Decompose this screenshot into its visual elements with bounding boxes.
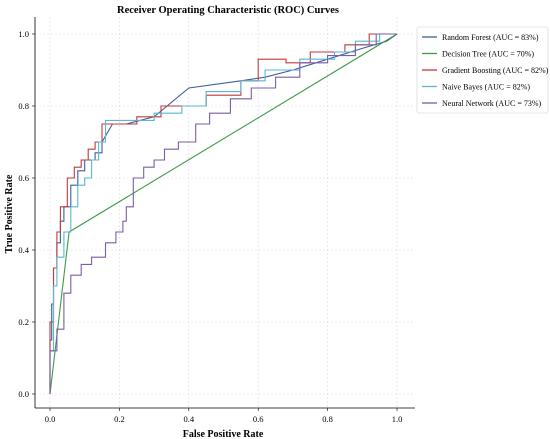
grid [35,17,415,408]
x-tick-label: 0.0 [45,414,56,424]
x-tick-label: 0.2 [114,414,125,424]
series-line-naive-bayes [49,33,397,394]
legend-label-gradient-boosting: Gradient Boosting (AUC = 82%) [442,66,549,75]
axis-ticks: 0.0 0.2 0.4 0.6 0.8 1.0 0.0 0.2 0.4 0.6 0.8 1.0 [18,29,402,424]
y-axis-label: True Positive Rate [4,174,15,253]
y-tick-label: 1.0 [18,29,29,39]
series-layer [49,33,398,395]
legend-label-decision-tree: Decision Tree (AUC = 70%) [442,50,534,59]
x-tick-label: 0.6 [253,414,264,424]
series-line-random-forest [49,33,398,394]
y-tick-label: 0.8 [18,101,29,111]
x-tick-label: 0.4 [183,414,194,424]
y-tick-label: 0.0 [18,389,29,399]
legend-label-neural-network: Neural Network (AUC = 73%) [442,99,541,108]
series-line-neural-network [49,33,397,394]
legend-label-naive-bayes: Naive Bayes (AUC = 82%) [442,83,530,92]
x-axis-label: False Positive Rate [183,429,264,439]
y-tick-label: 0.2 [18,317,29,327]
x-tick-label: 0.8 [322,414,333,424]
legend-label-random-forest: Random Forest (AUC = 83%) [442,33,539,42]
y-tick-label: 0.4 [18,245,29,255]
series-line-decision-tree [49,33,398,395]
chart-title: Receiver Operating Characteristic (ROC) … [117,5,339,16]
legend: Random Forest (AUC = 83%) Decision Tree (… [416,26,549,114]
series-line-gradient-boosting [49,33,397,394]
y-tick-label: 0.6 [18,173,29,183]
x-tick-label: 1.0 [392,414,403,424]
legend-box [416,26,549,114]
